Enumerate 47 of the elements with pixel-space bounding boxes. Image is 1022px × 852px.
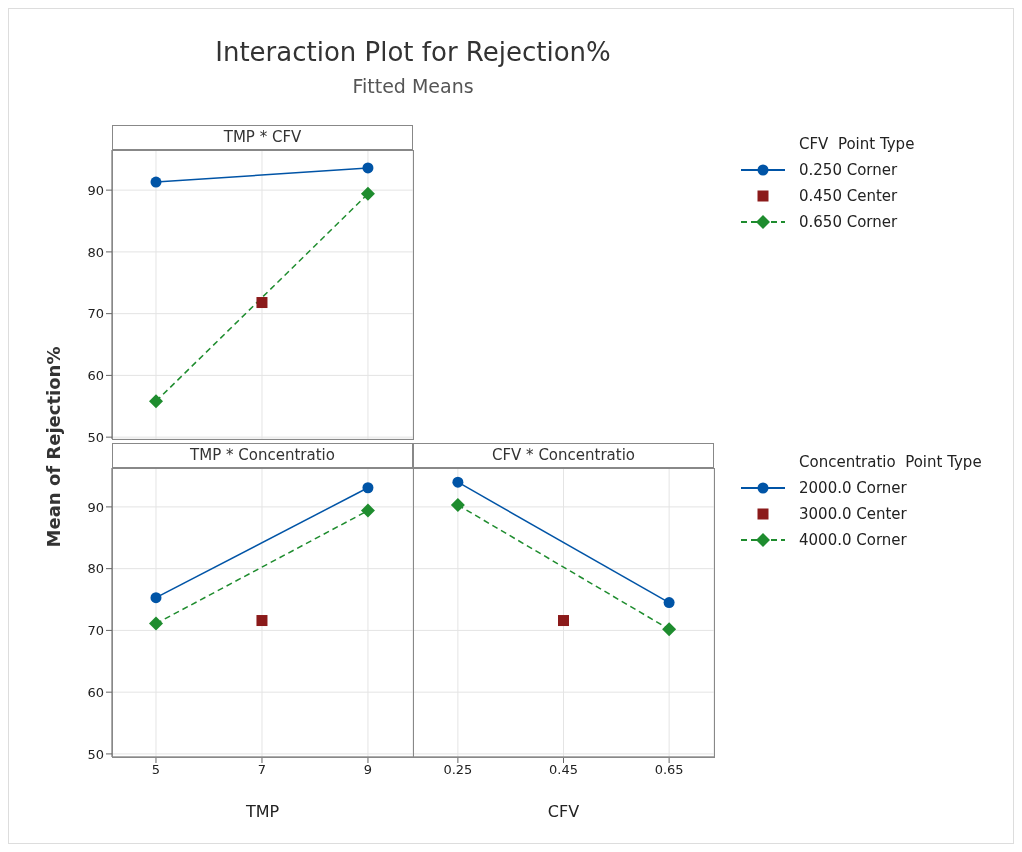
- chart-subtitle: Fitted Means: [351, 75, 475, 97]
- y-tick-label: 60: [87, 684, 104, 700]
- x-axis-title: TMP: [244, 802, 281, 821]
- legend-label: 4000.0 Corner: [799, 531, 907, 549]
- x-tick-label: 0.65: [654, 762, 684, 778]
- point: [360, 186, 375, 201]
- x-tick-label: 0.45: [549, 762, 578, 778]
- point: [663, 597, 675, 609]
- x-tick-label: 0.25: [443, 762, 473, 778]
- point: [256, 297, 268, 309]
- y-tick-label: 50: [87, 746, 104, 762]
- y-tick-label: 90: [87, 499, 104, 515]
- point: [150, 592, 162, 604]
- x-axis-title: CFV: [546, 802, 581, 821]
- x-tick-label: 5: [151, 762, 161, 778]
- legend-label: 0.650 Corner: [799, 213, 898, 231]
- legend-title: CFV Point Type: [799, 135, 915, 153]
- x-tick-label: 7: [257, 762, 267, 778]
- point: [360, 503, 375, 518]
- point: [148, 616, 163, 631]
- point: [452, 476, 464, 488]
- point: [362, 162, 374, 174]
- legend-label: 3000.0 Center: [799, 505, 907, 523]
- chart-title: CFV * Concentratio: [413, 443, 714, 468]
- chart-title: Interaction Plot for Rejection%: [214, 37, 612, 67]
- y-axis-title: Mean of Rejection%: [42, 346, 64, 548]
- y-tick-label: 60: [87, 368, 104, 384]
- point: [450, 498, 465, 513]
- y-tick-label: 80: [87, 561, 104, 577]
- legend-label: 0.450 Center: [799, 187, 898, 205]
- legend-label: 2000.0 Corner: [799, 479, 907, 497]
- y-tick-label: 70: [87, 306, 104, 322]
- legend-title: Concentratio Point Type: [799, 453, 982, 471]
- chart-title: TMP * Concentratio: [112, 443, 413, 468]
- point: [362, 482, 374, 494]
- text: TMP * CFV: [112, 125, 413, 150]
- point: [558, 615, 569, 627]
- y-tick-label: 80: [87, 244, 104, 260]
- y-tick-label: 50: [87, 429, 104, 445]
- y-tick-label: 70: [87, 623, 104, 639]
- point: [150, 176, 162, 188]
- point: [148, 394, 163, 409]
- point: [662, 622, 677, 637]
- y-tick-label: 90: [87, 182, 104, 198]
- legend-label: 0.250 Corner: [799, 161, 898, 179]
- x-tick-label: 9: [363, 762, 373, 778]
- point: [256, 615, 268, 627]
